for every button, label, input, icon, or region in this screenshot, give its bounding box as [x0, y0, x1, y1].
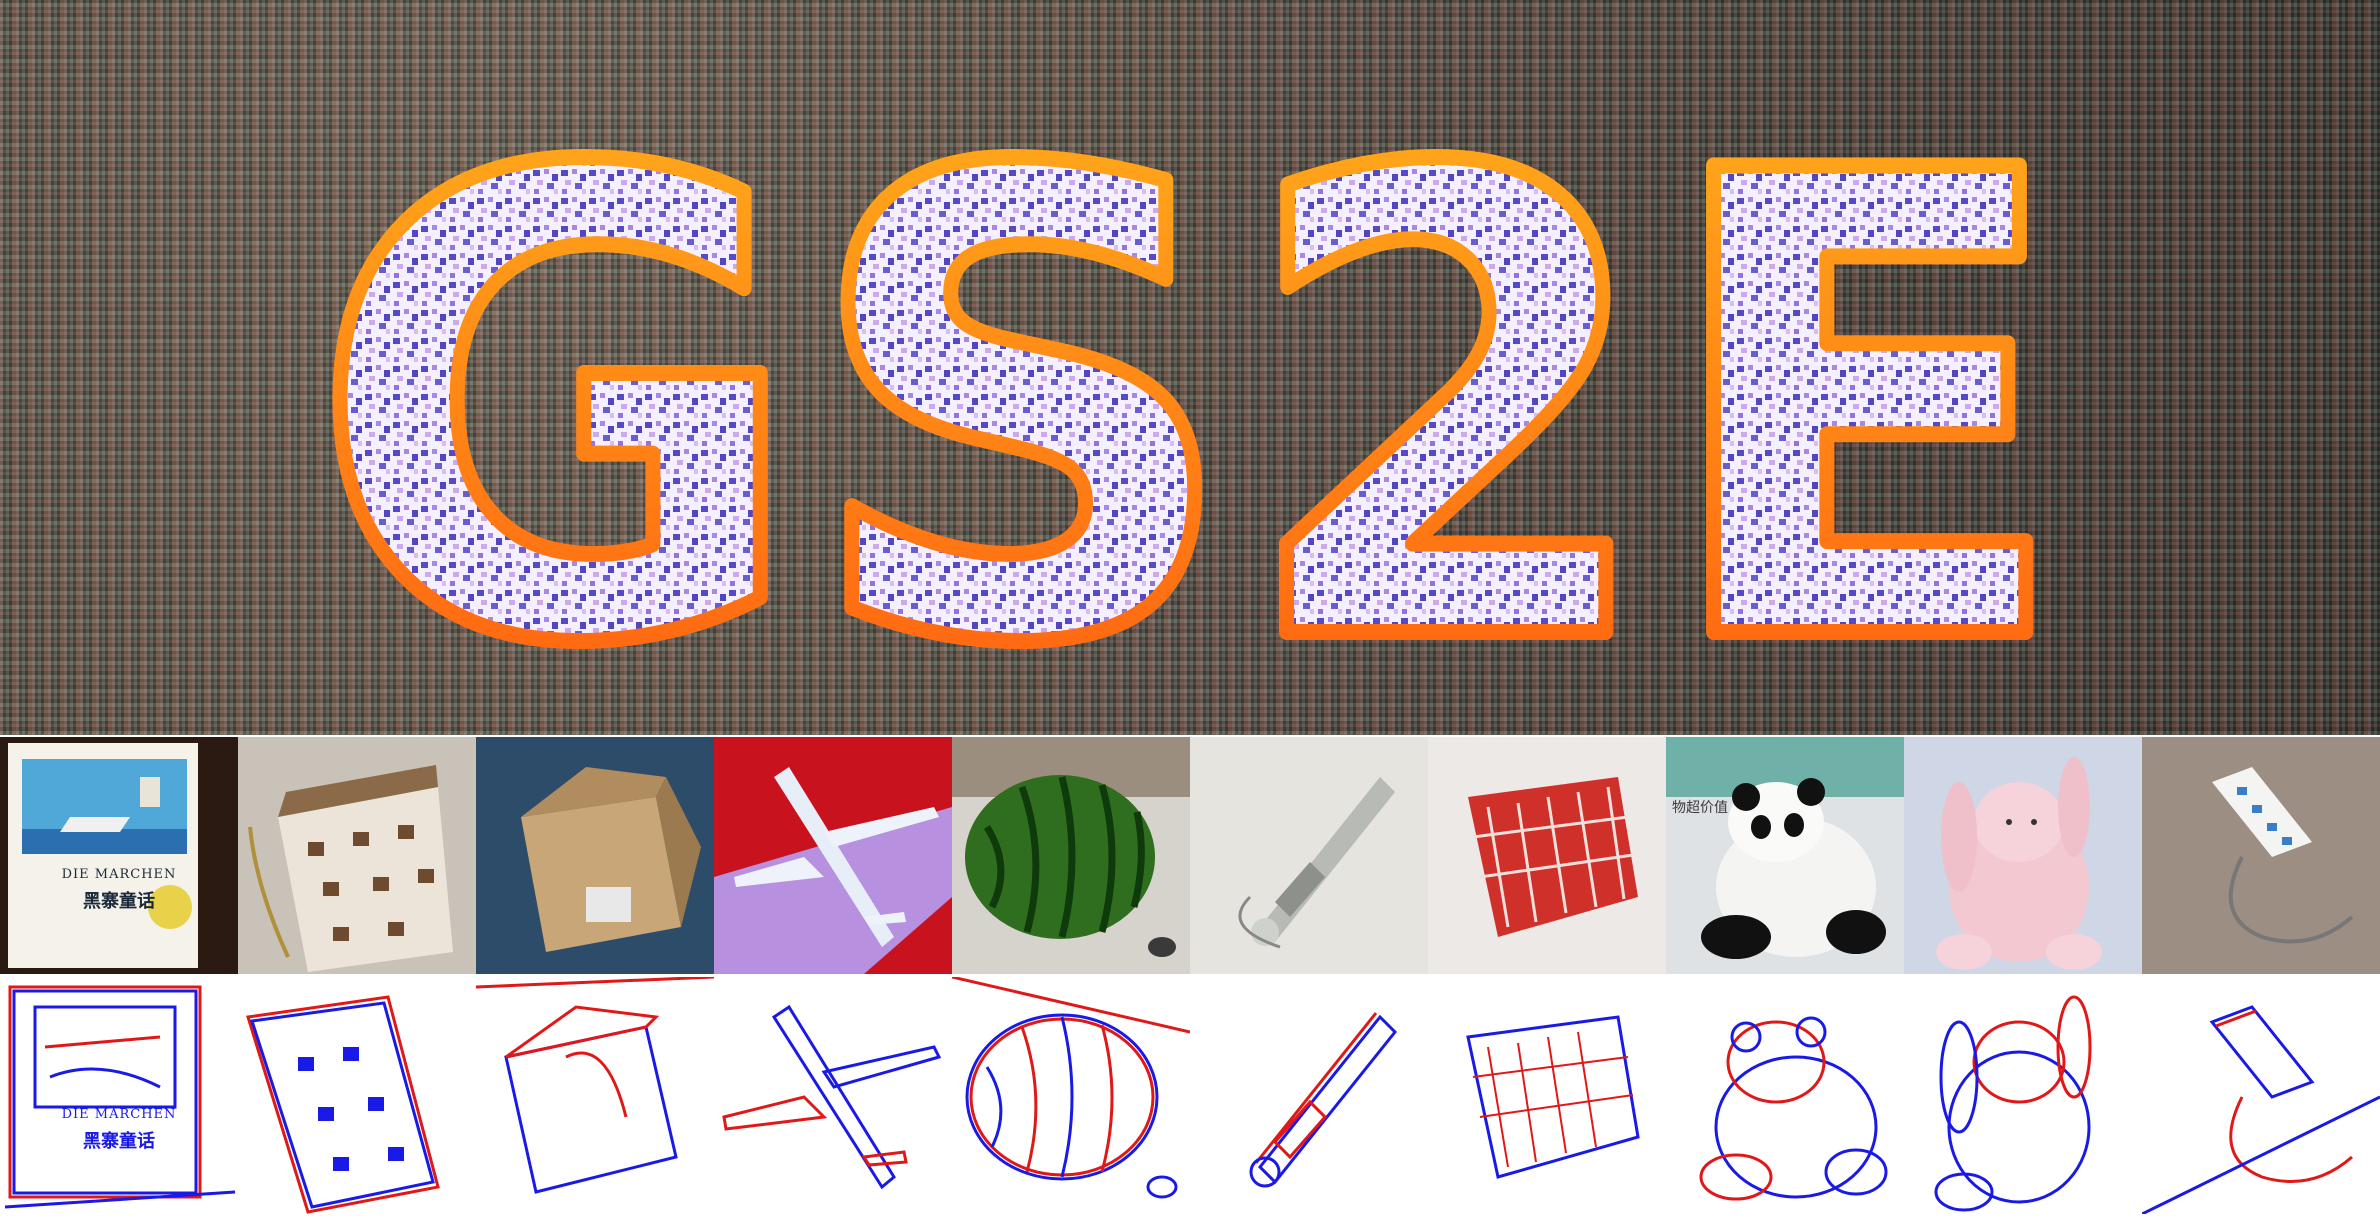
photo-red-basket [1428, 737, 1666, 974]
book-title: DIE MARCHEN [61, 867, 177, 882]
basket-events-drawing [1466, 1015, 1640, 1179]
photo-handbag [238, 737, 476, 974]
strip-events-drawing [2142, 1005, 2380, 1214]
logo-text: GS2E [310, 38, 2070, 735]
events-box [476, 977, 714, 1214]
box-illustration [476, 737, 714, 974]
airplane-events-drawing [722, 1004, 942, 1190]
bunny-events-drawing [1934, 995, 2092, 1212]
handbag-events-drawing [246, 995, 440, 1214]
mosaic-banner: GS2E [0, 0, 2380, 735]
photo-bunny-plush [1904, 737, 2142, 974]
book-illustration [0, 737, 238, 974]
events-airplane [714, 977, 952, 1214]
handle-illustration [1190, 737, 1428, 974]
events-basket [1428, 977, 1666, 1214]
events-book: DIE MARCHEN 黑寨童话 [0, 977, 238, 1214]
handbag-illustration [238, 737, 476, 974]
book-events-title: DIE MARCHEN [61, 1107, 177, 1122]
photo-tool-handle [1190, 737, 1428, 974]
panda-illustration [1666, 737, 1904, 974]
photo-panda-plush: 物超价值 [1666, 737, 1904, 974]
strip-illustration [2142, 737, 2380, 974]
photo-toy-airplane [714, 737, 952, 974]
book-cn-title: 黑寨童话 [83, 891, 155, 912]
basket-illustration [1428, 737, 1666, 974]
photo-row: DIE MARCHEN 黑寨童话 [0, 737, 2380, 974]
events-handbag [238, 977, 476, 1214]
events-watermelon [952, 977, 1190, 1214]
photo-cardboard-box [476, 737, 714, 974]
photo-book: DIE MARCHEN 黑寨童话 [0, 737, 238, 974]
bunny-illustration [1904, 737, 2142, 974]
event-row: DIE MARCHEN 黑寨童话 [0, 977, 2380, 1214]
panda-events-drawing [1699, 1016, 1888, 1201]
events-panda [1666, 977, 1904, 1214]
photo-watermelon [952, 737, 1190, 974]
photo-power-strip [2142, 737, 2380, 974]
events-strip [2142, 977, 2380, 1214]
watermelon-events-drawing [952, 977, 1190, 1199]
watermelon-illustration [952, 737, 1190, 974]
logo-graphic: GS2E [302, 30, 2078, 735]
box-events-drawing [476, 977, 714, 1194]
events-bunny [1904, 977, 2142, 1214]
book-events-drawing [4, 985, 236, 1209]
events-handle [1190, 977, 1428, 1214]
handle-events-drawing [1249, 1012, 1398, 1188]
panda-bg-text: 物超价值 [1672, 800, 1728, 816]
airplane-illustration [714, 737, 952, 974]
book-events-cn-title: 黑寨童话 [83, 1131, 155, 1152]
